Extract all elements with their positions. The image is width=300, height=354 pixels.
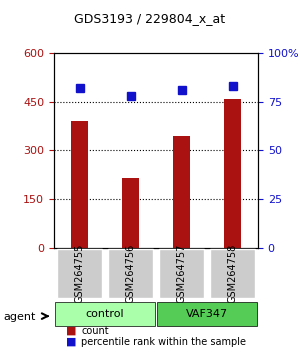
FancyBboxPatch shape: [56, 249, 103, 298]
Text: GSM264757: GSM264757: [176, 244, 187, 303]
Text: ■: ■: [66, 337, 76, 347]
Text: control: control: [86, 309, 124, 319]
Text: GSM264756: GSM264756: [125, 244, 136, 303]
Text: count: count: [81, 326, 109, 336]
FancyBboxPatch shape: [157, 302, 257, 326]
Bar: [224, 98, 242, 248]
Bar: [172, 136, 190, 248]
FancyBboxPatch shape: [159, 249, 205, 298]
Text: GSM264755: GSM264755: [74, 244, 85, 303]
Bar: [122, 178, 140, 248]
Text: agent: agent: [3, 312, 35, 322]
FancyBboxPatch shape: [108, 249, 154, 298]
Bar: [70, 121, 88, 248]
Text: percentile rank within the sample: percentile rank within the sample: [81, 337, 246, 347]
FancyBboxPatch shape: [55, 302, 155, 326]
Text: GSM264758: GSM264758: [227, 244, 238, 303]
Text: VAF347: VAF347: [186, 309, 228, 319]
Text: GDS3193 / 229804_x_at: GDS3193 / 229804_x_at: [74, 12, 226, 25]
FancyBboxPatch shape: [210, 249, 256, 298]
Text: ■: ■: [66, 326, 76, 336]
